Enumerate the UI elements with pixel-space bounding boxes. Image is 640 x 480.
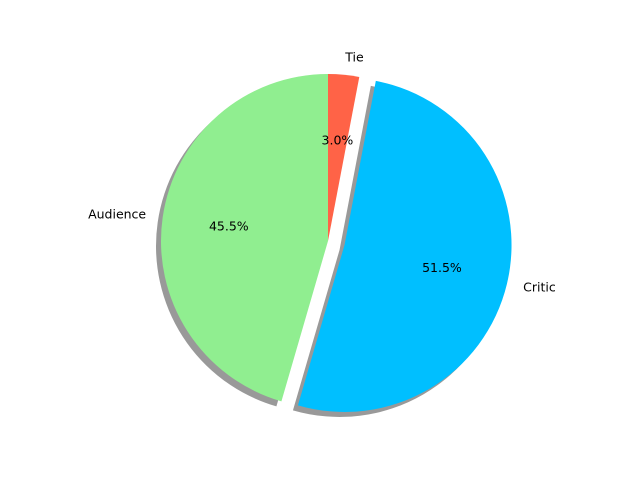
pie-percent-tie: 3.0%	[322, 133, 354, 148]
pie-slice-audience	[160, 74, 328, 402]
pie-slice-tie	[328, 74, 360, 241]
pie-label-audience: Audience	[88, 207, 146, 222]
pie-slice-critic	[297, 80, 512, 412]
pie-percent-audience: 45.5%	[209, 218, 249, 233]
slice-layer	[160, 74, 512, 412]
label-layer: Audience 45.5% Critic 51.5% Tie 3.0%	[88, 50, 556, 295]
pie-label-tie: Tie	[344, 50, 364, 65]
pie-percent-critic: 51.5%	[422, 260, 462, 275]
pie-label-critic: Critic	[523, 279, 556, 294]
